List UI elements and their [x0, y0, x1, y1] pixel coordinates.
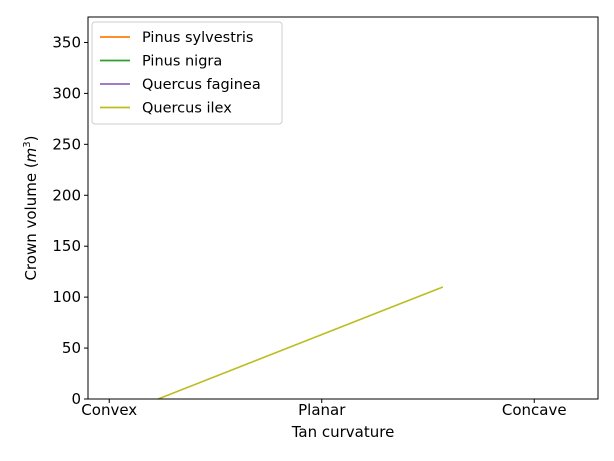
y-axis-label-prefix: Crown volume ( [22, 162, 40, 280]
y-tick-label: 200 [52, 186, 81, 204]
y-tick-label: 150 [52, 237, 81, 255]
y-tick-label: 50 [62, 339, 81, 357]
y-tick-label: 250 [52, 135, 81, 153]
y-tick-label: 100 [52, 288, 81, 306]
x-ticks: Convex Planar Concave [81, 399, 567, 419]
x-tick-label: Convex [81, 401, 137, 419]
y-ticks: 0 50 100 150 200 250 300 350 [52, 33, 88, 408]
y-axis-label-sup: 3 [22, 141, 33, 147]
plot-frame [87, 16, 599, 400]
x-tick-label: Planar [298, 401, 346, 419]
y-axis-label-suffix: ) [22, 135, 40, 141]
legend-label: Quercus faginea [142, 77, 261, 93]
legend-label: Pinus sylvestris [142, 30, 253, 46]
y-tick-label: 300 [52, 84, 81, 102]
x-axis-label: Tan curvature [291, 423, 395, 441]
y-axis-label: Crown volume (m3) [22, 135, 40, 280]
legend-label: Pinus nigra [142, 54, 222, 70]
y-tick-label: 0 [71, 390, 81, 408]
series-lines [157, 286, 444, 400]
y-axis-label-var: m [22, 148, 40, 163]
x-tick-label: Concave [502, 401, 567, 419]
legend: Pinus sylvestris Pinus nigra Quercus fagin… [91, 21, 283, 125]
legend-box [91, 21, 283, 125]
legend-label: Quercus ilex [142, 101, 232, 117]
y-tick-label: 350 [52, 33, 81, 51]
series-line-3 [157, 286, 444, 400]
